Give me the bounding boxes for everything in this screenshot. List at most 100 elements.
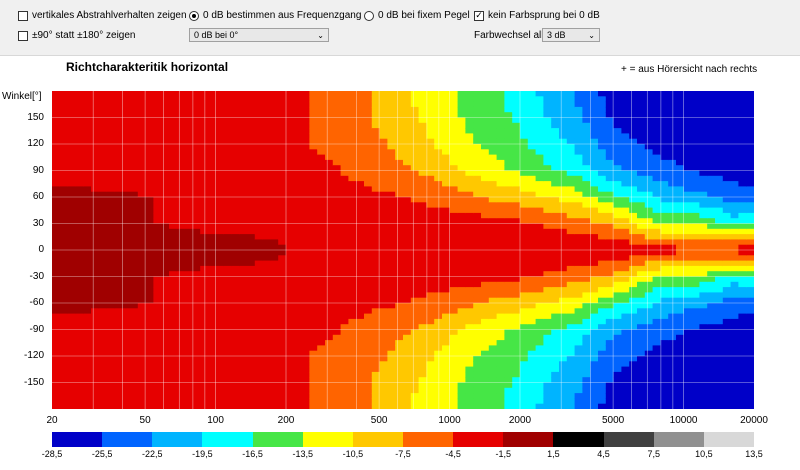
heatmap-cell xyxy=(535,366,544,373)
heatmap-cell xyxy=(75,154,84,161)
heatmap-cell xyxy=(637,207,646,214)
heatmap-cell xyxy=(387,197,396,203)
heatmap-cell xyxy=(114,318,123,325)
heatmap-cell xyxy=(426,122,435,129)
heatmap-cell xyxy=(184,345,193,352)
heatmap-cell xyxy=(637,191,646,198)
heatmap-cell xyxy=(496,350,505,357)
heatmap-cell xyxy=(161,292,170,299)
heatmap-cell xyxy=(527,212,537,219)
heatmap-cell xyxy=(293,239,303,246)
heatmap-cell xyxy=(247,250,256,256)
heatmap-cell xyxy=(153,197,162,203)
radio-fixed-level-button[interactable] xyxy=(364,10,374,21)
heatmap-cell xyxy=(278,334,287,341)
heatmap-cell xyxy=(621,318,630,325)
radio-fixed-level[interactable]: 0 dB bei fixem Pegel xyxy=(364,10,470,21)
heatmap-cell xyxy=(192,101,201,108)
heatmap-cell xyxy=(247,212,256,219)
heatmap-cell xyxy=(520,144,529,150)
heatmap-cell xyxy=(231,122,240,129)
heatmap-cell xyxy=(668,144,677,150)
heatmap-cell xyxy=(668,329,677,336)
heatmap-cell xyxy=(574,149,583,156)
heatmap-cell xyxy=(488,308,498,315)
heatmap-cell xyxy=(668,281,677,288)
no-color-jump-checkbox[interactable]: ✓ kein Farbsprung bei 0 dB xyxy=(474,10,600,21)
heatmap-cell xyxy=(356,202,365,209)
heatmap-cell xyxy=(379,122,388,129)
heatmap-cell xyxy=(481,265,490,272)
heatmap-cell xyxy=(145,101,154,108)
heatmap-cell xyxy=(52,350,61,357)
heatmap-cell xyxy=(301,276,310,283)
heatmap-cell xyxy=(395,403,404,409)
vertical-checkbox-box[interactable] xyxy=(18,10,28,21)
heatmap-cell xyxy=(340,324,349,331)
heatmap-cell xyxy=(325,276,334,283)
heatmap-cell xyxy=(270,106,279,113)
heatmap-cell xyxy=(215,202,225,209)
heatmap-cell xyxy=(613,318,622,325)
heatmap-cell xyxy=(67,117,76,124)
heatmap-cell xyxy=(676,393,685,399)
reference-select[interactable]: 0 dB bei 0° ⌄ xyxy=(189,28,329,42)
heatmap-cell xyxy=(200,334,209,341)
range90-checkbox[interactable]: ±90° statt ±180° zeigen xyxy=(18,30,135,41)
heatmap-cell xyxy=(122,308,131,315)
radio-frequency[interactable]: 0 dB bestimmen aus Frequenzgang xyxy=(189,10,361,21)
heatmap-cell xyxy=(332,154,342,161)
heatmap-cell xyxy=(325,313,334,320)
heatmap-cell xyxy=(332,297,342,304)
heatmap-cell xyxy=(153,308,162,315)
heatmap-cell xyxy=(262,133,271,140)
heatmap-cell xyxy=(465,303,474,309)
heatmap-cell xyxy=(481,271,490,278)
heatmap-cell xyxy=(574,159,583,166)
heatmap-cell xyxy=(153,244,162,251)
heatmap-cell xyxy=(676,239,685,246)
heatmap-cell xyxy=(309,159,318,166)
heatmap-cell xyxy=(317,197,326,203)
heatmap-cell xyxy=(683,197,693,203)
heatmap-cell xyxy=(488,398,498,405)
heatmap-cell xyxy=(247,175,256,182)
heatmap-cell xyxy=(176,144,186,150)
heatmap-cell xyxy=(637,154,646,161)
heatmap-cell xyxy=(293,207,303,214)
heatmap-cell xyxy=(161,403,170,409)
heatmap-cell xyxy=(83,260,92,267)
heatmap-cell xyxy=(691,101,700,108)
farbwechsel-select[interactable]: 3 dB ⌄ xyxy=(542,28,600,42)
heatmap-cell xyxy=(169,159,178,166)
heatmap-cell xyxy=(356,371,365,378)
heatmap-cell xyxy=(387,329,396,336)
heatmap-cell xyxy=(59,138,69,145)
heatmap-cell xyxy=(535,175,544,182)
heatmap-cell xyxy=(215,398,225,405)
no-color-jump-checkbox-box[interactable]: ✓ xyxy=(474,10,484,21)
heatmap-cell xyxy=(200,159,209,166)
heatmap-cell xyxy=(449,128,459,134)
heatmap-cell xyxy=(317,382,326,389)
heatmap-cell xyxy=(543,287,552,293)
heatmap-cell xyxy=(325,149,334,156)
heatmap-cell xyxy=(566,175,576,182)
heatmap-cell xyxy=(387,212,396,219)
heatmap-cell xyxy=(356,234,365,240)
radio-frequency-button[interactable] xyxy=(189,10,199,21)
heatmap-cell xyxy=(488,122,498,129)
heatmap-cell xyxy=(551,202,560,209)
heatmap-cell xyxy=(223,345,232,352)
heatmap-cell xyxy=(660,393,669,399)
heatmap-cell xyxy=(590,212,599,219)
range90-checkbox-box[interactable] xyxy=(18,30,28,41)
heatmap-cell xyxy=(582,191,591,198)
y-tick-label: -30 xyxy=(29,270,44,282)
heatmap-cell xyxy=(442,165,451,172)
heatmap-cell xyxy=(410,144,420,150)
heatmap-cell xyxy=(106,350,115,357)
heatmap-cell xyxy=(559,170,568,177)
heatmap-cell xyxy=(410,271,420,278)
vertical-checkbox[interactable]: vertikales Abstrahlverhalten zeigen xyxy=(18,10,187,21)
